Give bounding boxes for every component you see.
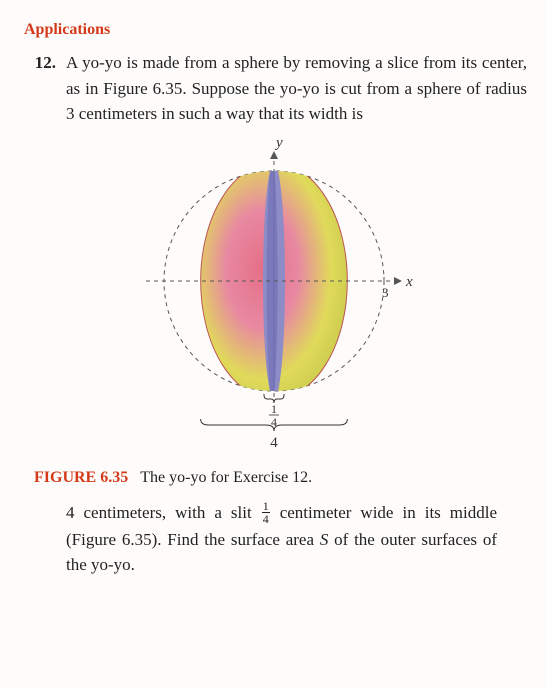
- section-heading: Applications: [24, 18, 533, 42]
- figure-label: FIGURE 6.35: [34, 469, 128, 486]
- svg-text:y: y: [274, 139, 283, 151]
- problem-continuation: 4 centimeters, with a slit 14 centimeter…: [66, 500, 497, 578]
- yoyo-diagram: y x 3 4 1 4: [134, 139, 414, 455]
- figure-6-35: y x 3 4 1 4: [14, 139, 533, 463]
- cont-pre: 4 centimeters, with a slit: [66, 503, 261, 522]
- svg-text:x: x: [405, 274, 413, 290]
- figure-caption: FIGURE 6.35 The yo-yo for Exercise 12.: [34, 466, 533, 490]
- svg-text:1: 1: [271, 402, 277, 416]
- svg-text:4: 4: [270, 435, 278, 451]
- svg-text:3: 3: [382, 285, 389, 300]
- slit-fraction: 14: [262, 500, 270, 525]
- figure-caption-text: The yo-yo for Exercise 12.: [140, 469, 312, 486]
- exercise-12: 12. A yo-yo is made from a sphere by rem…: [24, 50, 527, 127]
- svg-text:4: 4: [271, 415, 277, 429]
- problem-text: A yo-yo is made from a sphere by removin…: [66, 50, 527, 127]
- problem-number: 12.: [24, 50, 66, 127]
